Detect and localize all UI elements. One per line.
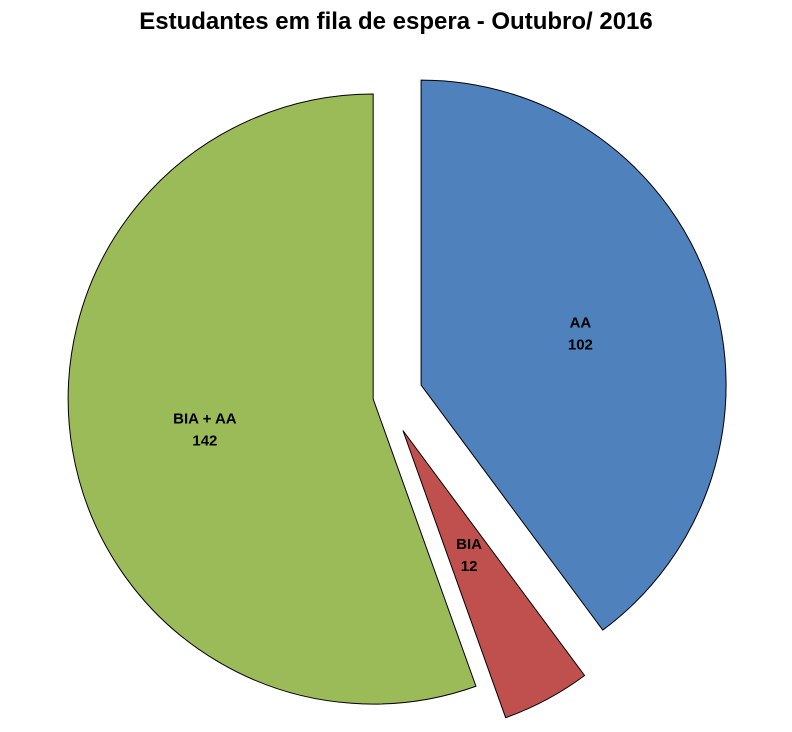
slice-label-bia-aa: BIA + AA 142 bbox=[173, 410, 237, 449]
slice-label-bia: BIA 12 bbox=[456, 536, 482, 575]
pie-slice-bia bbox=[402, 430, 586, 719]
pie-slice-aa bbox=[420, 79, 727, 631]
pie-slice-bia-aa bbox=[67, 93, 477, 705]
chart-title: Estudantes em fila de espera - Outubro/ … bbox=[139, 8, 653, 35]
slice-label-aa: AA 102 bbox=[568, 315, 593, 354]
